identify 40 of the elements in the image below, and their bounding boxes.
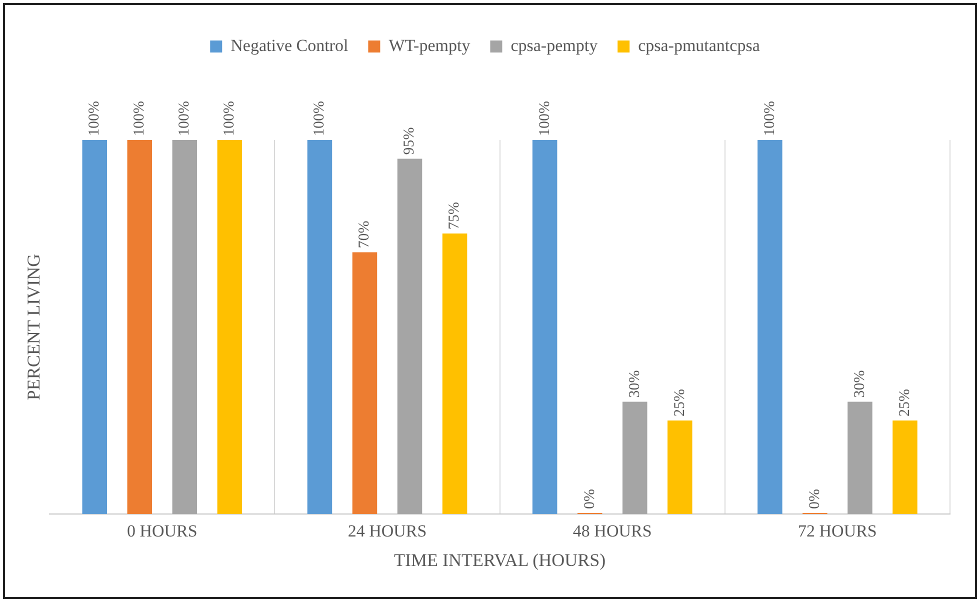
- bar: [622, 402, 648, 514]
- data-label: 25%: [896, 389, 913, 416]
- bar: [127, 140, 152, 514]
- bar: [532, 140, 558, 514]
- y-axis-title: PERCENT LIVING: [24, 254, 44, 400]
- data-label: 25%: [672, 389, 688, 416]
- x-axis-title: TIME INTERVAL (HOURS): [394, 550, 606, 570]
- legend-label: cpsa-pempty: [510, 36, 598, 55]
- data-label: 95%: [402, 127, 418, 155]
- legend-label: WT-pempty: [388, 36, 471, 55]
- bar: [217, 140, 242, 514]
- bar: [892, 420, 918, 514]
- bar: [172, 140, 198, 514]
- data-label: 30%: [626, 370, 643, 398]
- legend-label: cpsa-pmutantcpsa: [638, 36, 760, 55]
- data-label: 75%: [446, 202, 463, 230]
- data-label: 30%: [852, 370, 868, 398]
- data-label: 100%: [176, 101, 193, 136]
- x-tick-label: 0 HOURS: [126, 522, 198, 541]
- bar: [82, 140, 107, 514]
- data-label: 100%: [762, 101, 778, 136]
- data-label: 100%: [312, 101, 328, 136]
- data-label: 100%: [222, 101, 238, 136]
- bar: [668, 420, 692, 514]
- data-label: 0%: [582, 489, 598, 509]
- bar: [848, 402, 872, 514]
- data-label: 70%: [356, 220, 373, 248]
- data-label: 100%: [132, 101, 148, 136]
- bar: [442, 234, 468, 514]
- bar: [352, 252, 378, 514]
- bar: [758, 140, 782, 514]
- data-label: 100%: [536, 101, 553, 136]
- x-tick-label: 48 HOURS: [572, 522, 652, 541]
- bar: [307, 140, 332, 514]
- data-label: 0%: [806, 489, 823, 509]
- x-tick-label: 24 HOURS: [348, 522, 427, 541]
- data-label: 100%: [86, 101, 103, 136]
- x-tick-label: 72 HOURS: [798, 522, 877, 541]
- legend-label: Negative Control: [230, 36, 348, 55]
- bar: [397, 158, 422, 514]
